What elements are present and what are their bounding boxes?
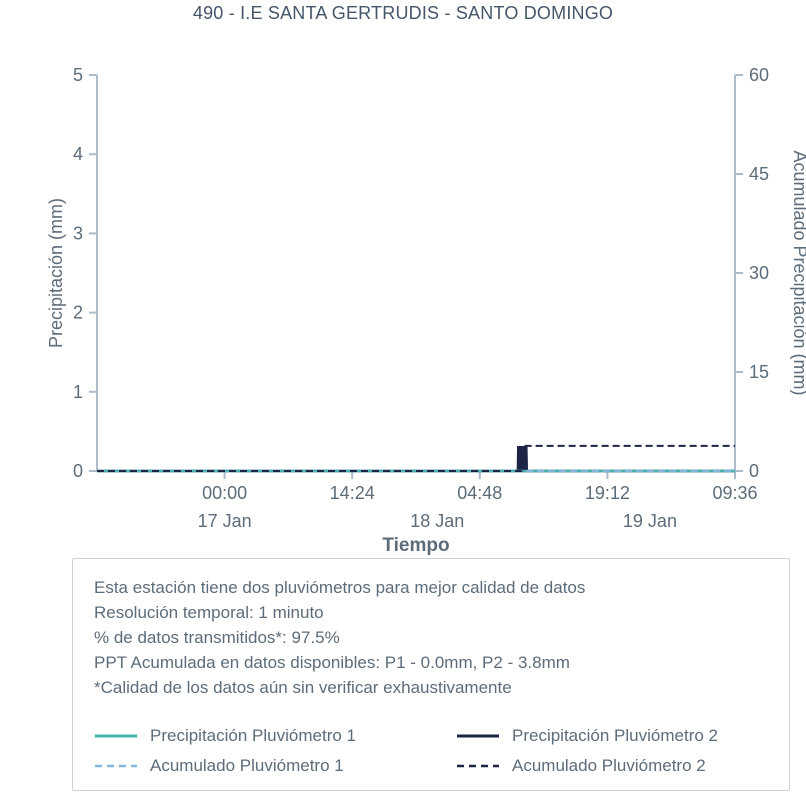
note-transmitted: % de datos transmitidos*: 97.5% — [94, 628, 340, 647]
y-right-tick-label: 45 — [749, 164, 769, 184]
y-left-tick-label: 0 — [73, 461, 83, 481]
legend-item-acumulado-pluviometro-2[interactable]: Acumulado Pluviómetro 2 — [456, 756, 769, 776]
chart-legend: Precipitación Pluviómetro 1 Precipitació… — [94, 726, 769, 776]
legend-label: Precipitación Pluviómetro 2 — [512, 726, 718, 745]
series-line-4 — [97, 444, 735, 472]
x-tick-label: 00:00 — [202, 483, 247, 503]
legend-label: Precipitación Pluviómetro 1 — [150, 726, 356, 745]
y-left-tick-label: 5 — [73, 65, 83, 85]
legend-label: Acumulado Pluviómetro 1 — [150, 756, 344, 775]
y-axis-left-title: Precipitación (mm) — [46, 198, 66, 348]
series-line-2 — [97, 445, 735, 473]
legend-line-solid-navy-icon — [457, 734, 499, 738]
x-tick-label: 09:36 — [712, 483, 757, 503]
y-left-tick-label: 1 — [73, 382, 83, 402]
chart-title: 490 - I.E SANTA GERTRUDIS - SANTO DOMING… — [192, 3, 614, 23]
legend-item-precipitacion-pluviometro-1[interactable]: Precipitación Pluviómetro 1 — [94, 726, 456, 746]
note-disclaimer: *Calidad de los datos aún sin verificar … — [94, 678, 512, 697]
legend-item-acumulado-pluviometro-1[interactable]: Acumulado Pluviómetro 1 — [94, 756, 456, 776]
precipitation-chart: 0 1 2 3 4 5 0 15 30 45 60 00:00 14:24 04:48 19:12 09:36… — [46, 3, 806, 556]
x-tick-label: 19:12 — [585, 483, 630, 503]
note-accumulated: PPT Acumulada en datos disponibles: P1 -… — [94, 653, 570, 672]
legend-item-precipitacion-pluviometro-2[interactable]: Precipitación Pluviómetro 2 — [456, 726, 769, 746]
note-station-info: Esta estación tiene dos pluviómetros par… — [94, 578, 586, 597]
y-right-tick-label: 0 — [749, 461, 759, 481]
x-axis-title: Tiempo — [382, 535, 449, 556]
y-right-tick-label: 60 — [749, 65, 769, 85]
x-date-label: 17 Jan — [198, 511, 252, 531]
x-tick-label: 14:24 — [330, 483, 375, 503]
legend-line-solid-teal-icon — [95, 734, 137, 738]
y-left-tick-label: 4 — [73, 144, 83, 164]
x-date-label: 19 Jan — [623, 511, 677, 531]
legend-label: Acumulado Pluviómetro 2 — [512, 756, 706, 775]
note-resolution: Resolución temporal: 1 minuto — [94, 603, 324, 622]
legend-line-dashed-blue-icon — [95, 764, 137, 768]
y-left-tick-label: 3 — [73, 223, 83, 243]
legend-line-dashed-navy-icon — [457, 764, 499, 768]
y-left-tick-label: 2 — [73, 303, 83, 323]
x-tick-label: 04:48 — [457, 483, 502, 503]
y-right-tick-label: 30 — [749, 263, 769, 283]
info-panel: Esta estación tiene dos pluviómetros par… — [72, 558, 790, 791]
y-axis-right-title: Acumulado Precipitación (mm) — [790, 150, 806, 395]
x-date-label: 18 Jan — [410, 511, 464, 531]
y-right-tick-label: 15 — [749, 362, 769, 382]
